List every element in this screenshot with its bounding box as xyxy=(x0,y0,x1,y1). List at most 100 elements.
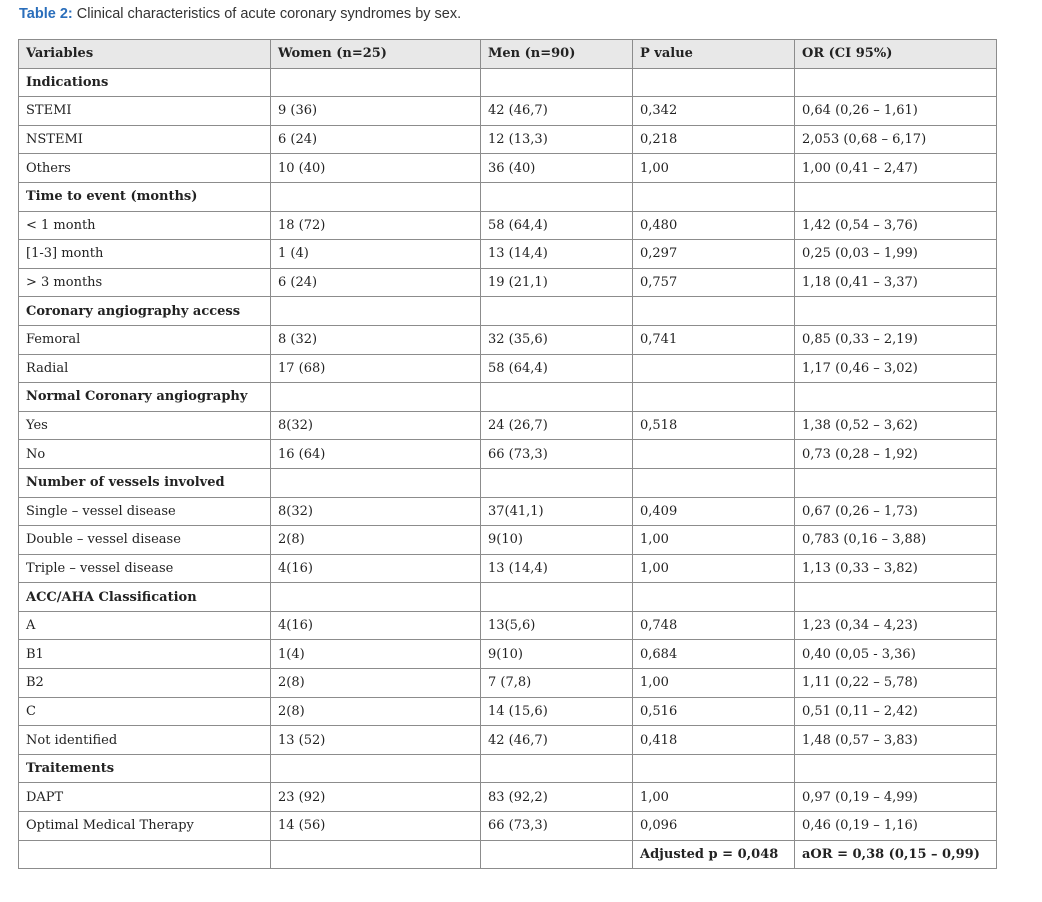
variable-cell: Single – vessel disease xyxy=(18,496,271,527)
or-ci-cell: 0,783 (0,16 – 3,88) xyxy=(794,525,997,555)
column-header-p-value: P value xyxy=(632,39,795,69)
men-cell: 13 (14,4) xyxy=(480,553,633,584)
women-cell xyxy=(270,753,481,784)
variable-cell: Indications xyxy=(18,67,271,98)
or-ci-cell: 0,40 (0,05 - 3,36) xyxy=(794,639,997,670)
women-cell: 8 (32) xyxy=(270,324,481,355)
women-cell: 4(16) xyxy=(270,610,481,641)
p-value-cell: Adjusted p = 0,048 xyxy=(632,839,795,870)
p-value-cell: 0,516 xyxy=(632,696,795,727)
men-cell: 58 (64,4) xyxy=(480,353,633,384)
variable-cell: > 3 months xyxy=(18,267,271,298)
p-value-cell: 1,00 xyxy=(632,668,795,698)
or-ci-cell xyxy=(794,296,997,326)
women-cell: 8(32) xyxy=(270,496,481,527)
or-ci-cell: 1,48 (0,57 – 3,83) xyxy=(794,725,997,755)
p-value-cell: 0,096 xyxy=(632,811,795,841)
men-cell xyxy=(480,467,633,498)
table-row: Single – vessel disease 8(32) 37(41,1) 0,40… xyxy=(18,496,997,527)
or-ci-cell: 1,17 (0,46 – 3,02) xyxy=(794,353,997,384)
p-value-cell: 0,409 xyxy=(632,496,795,527)
women-cell xyxy=(270,582,481,612)
variable-cell: ACC/AHA Classification xyxy=(18,582,271,612)
men-cell: 58 (64,4) xyxy=(480,210,633,241)
variable-cell: DAPT xyxy=(18,782,271,813)
or-ci-cell: 0,51 (0,11 – 2,42) xyxy=(794,696,997,727)
p-value-cell: 0,297 xyxy=(632,239,795,269)
or-ci-cell: 0,67 (0,26 – 1,73) xyxy=(794,496,997,527)
men-cell: 9(10) xyxy=(480,525,633,555)
p-value-cell xyxy=(632,296,795,326)
variable-cell: Double – vessel disease xyxy=(18,525,271,555)
variable-cell: Optimal Medical Therapy xyxy=(18,811,271,841)
or-ci-cell: 1,18 (0,41 – 3,37) xyxy=(794,267,997,298)
variable-cell: [1-3] month xyxy=(18,239,271,269)
table-caption-label: Table 2: xyxy=(19,6,73,22)
table-row: Not identified 13 (52) 42 (46,7) 0,418 1,48 … xyxy=(18,725,997,755)
or-ci-cell: 0,97 (0,19 – 4,99) xyxy=(794,782,997,813)
table-caption: Table 2: Clinical characteristics of acu… xyxy=(19,6,461,22)
or-ci-cell: 0,64 (0,26 – 1,61) xyxy=(794,96,997,126)
men-cell xyxy=(480,839,633,870)
p-value-cell xyxy=(632,582,795,612)
p-value-cell xyxy=(632,382,795,412)
table-caption-text: Clinical characteristics of acute corona… xyxy=(72,6,462,22)
or-ci-cell: 0,73 (0,28 – 1,92) xyxy=(794,439,997,469)
section-row: Indications xyxy=(18,67,997,98)
p-value-cell xyxy=(632,753,795,784)
or-ci-cell: 1,23 (0,34 – 4,23) xyxy=(794,610,997,641)
or-ci-cell xyxy=(794,467,997,498)
women-cell: 2(8) xyxy=(270,668,481,698)
or-ci-cell xyxy=(794,67,997,98)
p-value-cell: 0,684 xyxy=(632,639,795,670)
women-cell: 6 (24) xyxy=(270,267,481,298)
table-row: Radial 17 (68) 58 (64,4) 1,17 (0,46 – 3,02) xyxy=(18,353,997,384)
women-cell: 2(8) xyxy=(270,696,481,727)
or-ci-cell: 1,42 (0,54 – 3,76) xyxy=(794,210,997,241)
table-row: < 1 month 18 (72) 58 (64,4) 0,480 1,42 (0,54… xyxy=(18,210,997,241)
table-header-row: Variables Women (n=25) Men (n=90) P valu… xyxy=(18,39,997,69)
p-value-cell: 0,741 xyxy=(632,324,795,355)
table-row: DAPT 23 (92) 83 (92,2) 1,00 0,97 (0,19 – 4,9… xyxy=(18,782,997,813)
men-cell: 7 (7,8) xyxy=(480,668,633,698)
table-row: Double – vessel disease 2(8) 9(10) 1,00 0,78… xyxy=(18,525,997,555)
p-value-cell xyxy=(632,467,795,498)
or-ci-cell: 1,13 (0,33 – 3,82) xyxy=(794,553,997,584)
men-cell xyxy=(480,67,633,98)
women-cell xyxy=(270,296,481,326)
women-cell: 23 (92) xyxy=(270,782,481,813)
table-body: Indications STEMI 9 (36) 42 (46,7) 0,342 0,64… xyxy=(18,67,997,870)
men-cell: 9(10) xyxy=(480,639,633,670)
or-ci-cell xyxy=(794,382,997,412)
women-cell: 16 (64) xyxy=(270,439,481,469)
men-cell: 24 (26,7) xyxy=(480,410,633,441)
table-row: B2 2(8) 7 (7,8) 1,00 1,11 (0,22 – 5,78) xyxy=(18,668,997,698)
section-row: Time to event (months) xyxy=(18,181,997,212)
men-cell: 66 (73,3) xyxy=(480,811,633,841)
variable-cell: Triple – vessel disease xyxy=(18,553,271,584)
men-cell: 42 (46,7) xyxy=(480,96,633,126)
men-cell: 32 (35,6) xyxy=(480,324,633,355)
variable-cell: Number of vessels involved xyxy=(18,467,271,498)
men-cell xyxy=(480,582,633,612)
adjusted-row: Adjusted p = 0,048 aOR = 0,38 (0,15 – 0,9… xyxy=(18,839,997,870)
men-cell: 42 (46,7) xyxy=(480,725,633,755)
column-header-men: Men (n=90) xyxy=(480,39,633,69)
women-cell xyxy=(270,181,481,212)
variable-cell: B1 xyxy=(18,639,271,670)
variable-cell: < 1 month xyxy=(18,210,271,241)
variable-cell: A xyxy=(18,610,271,641)
p-value-cell: 0,518 xyxy=(632,410,795,441)
table-row: No 16 (64) 66 (73,3) 0,73 (0,28 – 1,92) xyxy=(18,439,997,469)
or-ci-cell xyxy=(794,753,997,784)
section-row: Normal Coronary angiography xyxy=(18,382,997,412)
p-value-cell: 1,00 xyxy=(632,553,795,584)
variable-cell: Normal Coronary angiography xyxy=(18,382,271,412)
variable-cell: STEMI xyxy=(18,96,271,126)
men-cell: 13 (14,4) xyxy=(480,239,633,269)
p-value-cell: 0,218 xyxy=(632,124,795,155)
men-cell: 19 (21,1) xyxy=(480,267,633,298)
men-cell xyxy=(480,382,633,412)
variable-cell: B2 xyxy=(18,668,271,698)
column-header-variables: Variables xyxy=(18,39,271,69)
